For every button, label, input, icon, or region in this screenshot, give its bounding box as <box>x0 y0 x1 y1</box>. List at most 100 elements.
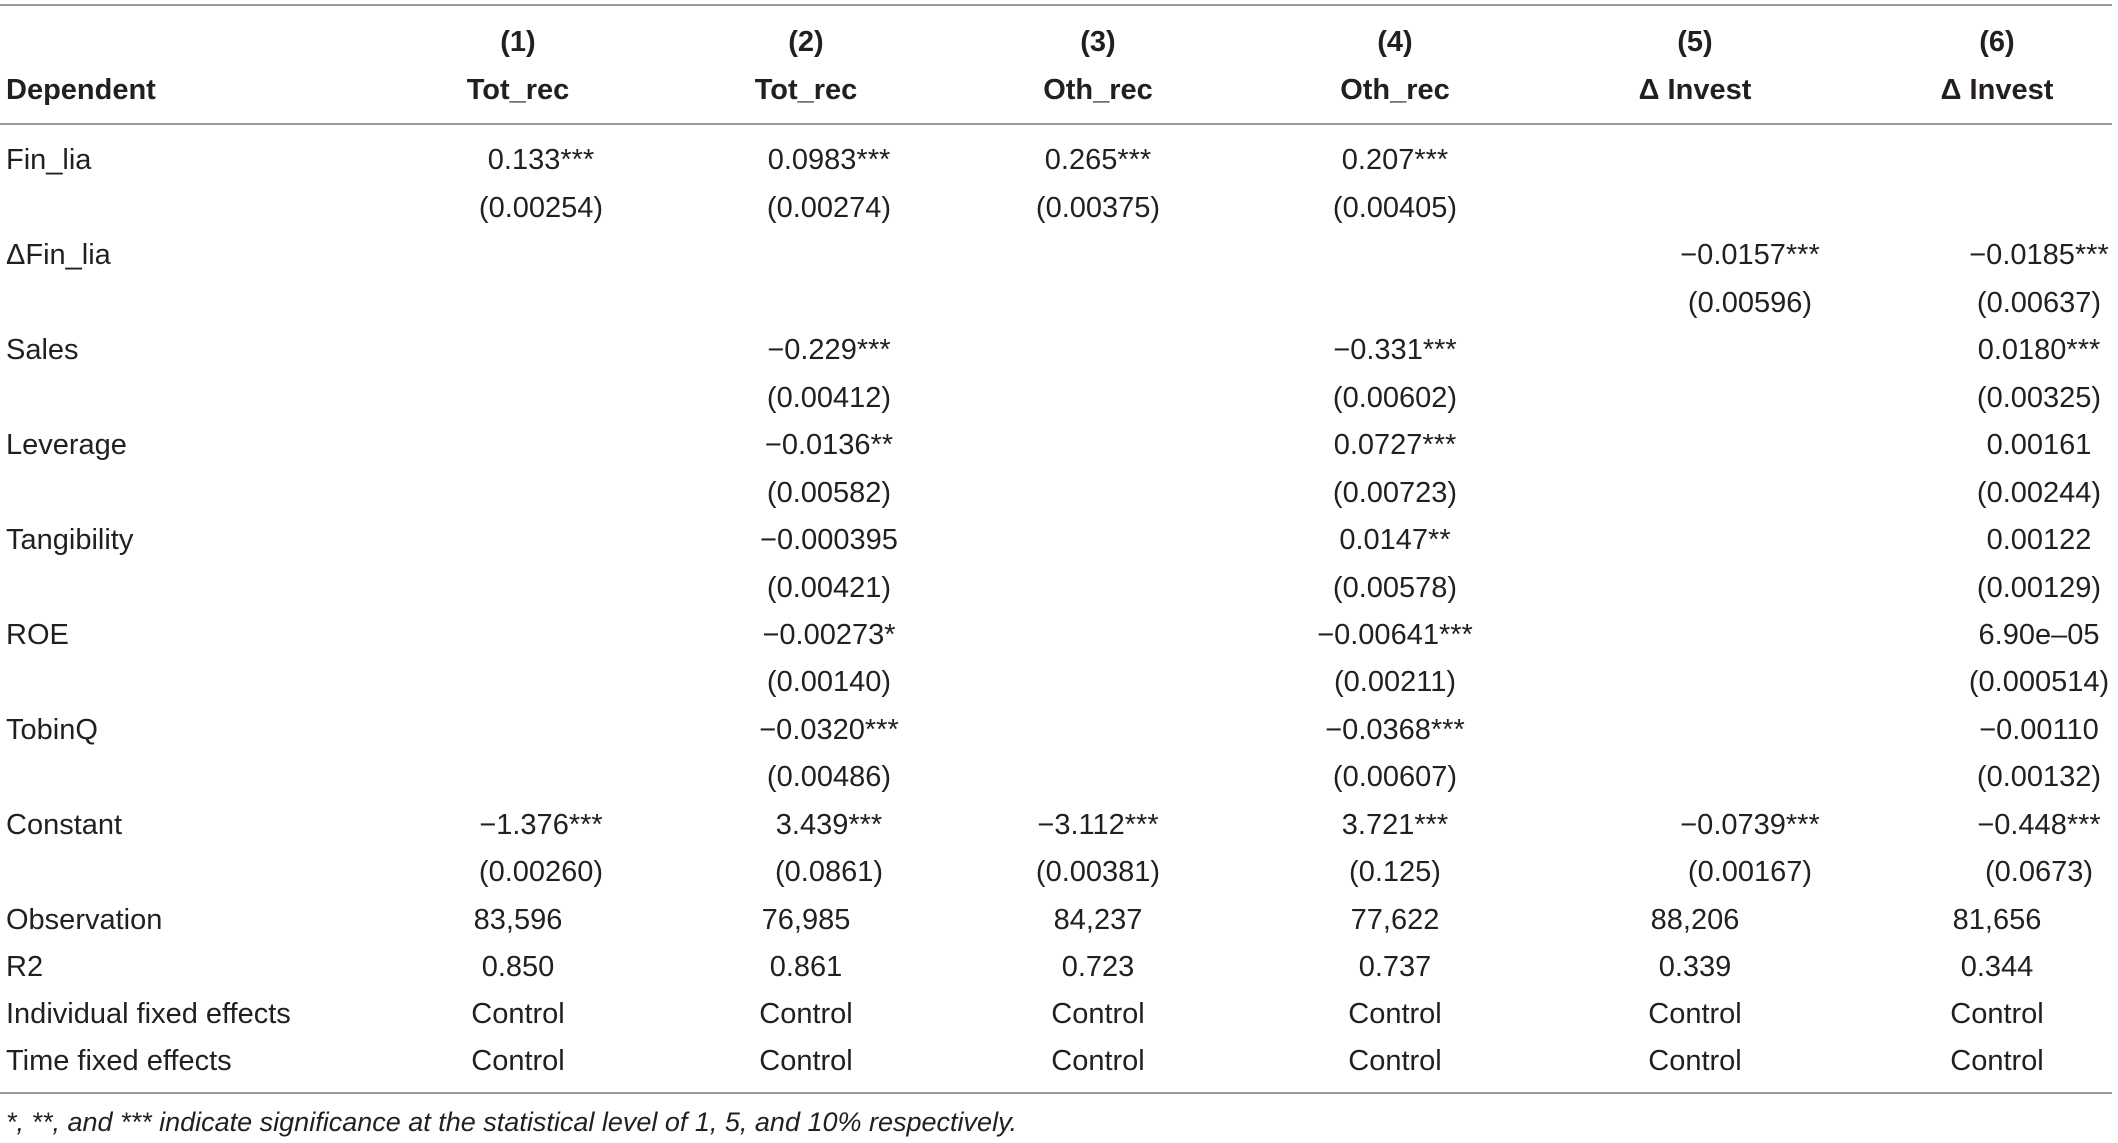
coefficient-cell: 0.207*** <box>1341 144 1449 176</box>
stat-value: Control <box>1950 998 2044 1030</box>
std-error-cell: (0.00274) <box>766 192 892 224</box>
stat-label: Time fixed effects <box>6 1045 232 1077</box>
std-error-cell: (0.00244) <box>1976 477 2102 509</box>
std-error-cell: (0.00260) <box>478 856 604 888</box>
stat-value: Control <box>1051 998 1145 1030</box>
stat-value: Control <box>471 1045 565 1077</box>
stat-value: 77,622 <box>1350 904 1440 936</box>
column-number: (4) <box>1377 26 1413 58</box>
stat-value: 0.850 <box>481 951 555 983</box>
stat-value: 84,237 <box>1053 904 1143 936</box>
coefficient-cell: −0.0185*** <box>1969 239 2109 271</box>
coefficient-cell: −0.000395 <box>760 524 898 556</box>
stat-value: Control <box>759 1045 853 1077</box>
row-label: Constant <box>6 809 123 841</box>
dependent-label: Dependent <box>6 74 156 106</box>
bottom-rule <box>0 1092 2112 1094</box>
column-number: (3) <box>1080 26 1116 58</box>
std-error-cell: (0.00167) <box>1687 856 1813 888</box>
coefficient-cell: −0.0739*** <box>1680 809 1820 841</box>
stat-value: 76,985 <box>761 904 851 936</box>
column-dependent-var: Δ Invest <box>1638 74 1752 106</box>
std-error-cell: (0.125) <box>1349 856 1441 888</box>
std-error-cell: (0.0861) <box>774 856 884 888</box>
stat-value: Control <box>1648 1045 1742 1077</box>
std-error-cell: (0.00596) <box>1687 287 1813 319</box>
column-dependent-var: Oth_rec <box>1043 74 1153 106</box>
coefficient-cell: 0.0983*** <box>767 144 891 176</box>
std-error-cell: (0.00381) <box>1035 856 1161 888</box>
coefficient-cell: −0.0157*** <box>1680 239 1820 271</box>
stat-value: Control <box>471 998 565 1030</box>
row-label: ΔFin_lia <box>6 239 111 271</box>
coefficient-cell: 3.439*** <box>775 809 883 841</box>
coefficient-cell: −0.448*** <box>1977 809 2101 841</box>
row-label: Fin_lia <box>6 144 92 176</box>
coefficient-cell: 0.0147** <box>1339 524 1451 556</box>
std-error-cell: (0.00723) <box>1332 477 1458 509</box>
coefficient-cell: −3.112*** <box>1037 809 1159 841</box>
coefficient-cell: 0.00122 <box>1986 524 2092 556</box>
std-error-cell: (0.00637) <box>1976 287 2102 319</box>
stat-value: 0.737 <box>1358 951 1432 983</box>
coefficient-cell: −0.00110 <box>1979 714 2099 746</box>
column-number: (2) <box>788 26 824 58</box>
stat-value: Control <box>1648 998 1742 1030</box>
column-number: (6) <box>1979 26 2015 58</box>
std-error-cell: (0.00211) <box>1334 666 1456 698</box>
std-error-cell: (0.00602) <box>1332 382 1458 414</box>
coefficient-cell: −1.376*** <box>479 809 603 841</box>
stat-value: Control <box>759 998 853 1030</box>
std-error-cell: (0.00254) <box>478 192 604 224</box>
std-error-cell: (0.0673) <box>1984 856 2094 888</box>
coefficient-cell: 0.00161 <box>1986 429 2092 461</box>
std-error-cell: (0.00421) <box>766 572 892 604</box>
row-label: Leverage <box>6 429 127 461</box>
coefficient-cell: 0.133*** <box>487 144 595 176</box>
std-error-cell: (0.00486) <box>766 761 892 793</box>
stat-value: Control <box>1950 1045 2044 1077</box>
std-error-cell: (0.00405) <box>1332 192 1458 224</box>
stat-label: R2 <box>6 951 44 983</box>
stat-value: Control <box>1051 1045 1145 1077</box>
coefficient-cell: −0.00273* <box>762 619 896 651</box>
std-error-cell: (0.00578) <box>1332 572 1458 604</box>
coefficient-cell: −0.0136** <box>764 429 894 461</box>
column-number: (1) <box>500 26 536 58</box>
coefficient-cell: −0.331*** <box>1333 334 1457 366</box>
column-dependent-var: Δ Invest <box>1940 74 2054 106</box>
stat-value: 88,206 <box>1650 904 1740 936</box>
std-error-cell: (0.00129) <box>1976 572 2102 604</box>
coefficient-cell: −0.0368*** <box>1325 714 1465 746</box>
coefficient-cell: −0.00641*** <box>1317 619 1473 651</box>
row-label: Sales <box>6 334 79 366</box>
row-label: ROE <box>6 619 69 651</box>
std-error-cell: (0.00412) <box>766 382 892 414</box>
std-error-cell: (0.000514) <box>1968 666 2110 698</box>
row-label: Tangibility <box>6 524 134 556</box>
std-error-cell: (0.00375) <box>1035 192 1161 224</box>
stat-value: Control <box>1348 1045 1442 1077</box>
stat-value: 0.339 <box>1658 951 1732 983</box>
stat-value: 0.861 <box>769 951 843 983</box>
coefficient-cell: −0.0320*** <box>759 714 899 746</box>
std-error-cell: (0.00582) <box>766 477 892 509</box>
stat-value: 81,656 <box>1952 904 2042 936</box>
std-error-cell: (0.00325) <box>1976 382 2102 414</box>
row-label: TobinQ <box>6 714 98 746</box>
stat-label: Individual fixed effects <box>6 998 291 1030</box>
column-dependent-var: Tot_rec <box>466 74 570 106</box>
coefficient-cell: 3.721*** <box>1341 809 1449 841</box>
coefficient-cell: 0.0727*** <box>1333 429 1457 461</box>
stat-value: 0.344 <box>1960 951 2034 983</box>
coefficient-cell: 0.0180*** <box>1977 334 2101 366</box>
coefficient-cell: −0.229*** <box>767 334 891 366</box>
stat-value: Control <box>1348 998 1442 1030</box>
std-error-cell: (0.00140) <box>766 666 892 698</box>
top-rule <box>0 4 2112 6</box>
coefficient-cell: 6.90e–05 <box>1978 619 2100 651</box>
std-error-cell: (0.00132) <box>1976 761 2102 793</box>
stat-label: Observation <box>6 904 163 936</box>
column-dependent-var: Oth_rec <box>1340 74 1450 106</box>
